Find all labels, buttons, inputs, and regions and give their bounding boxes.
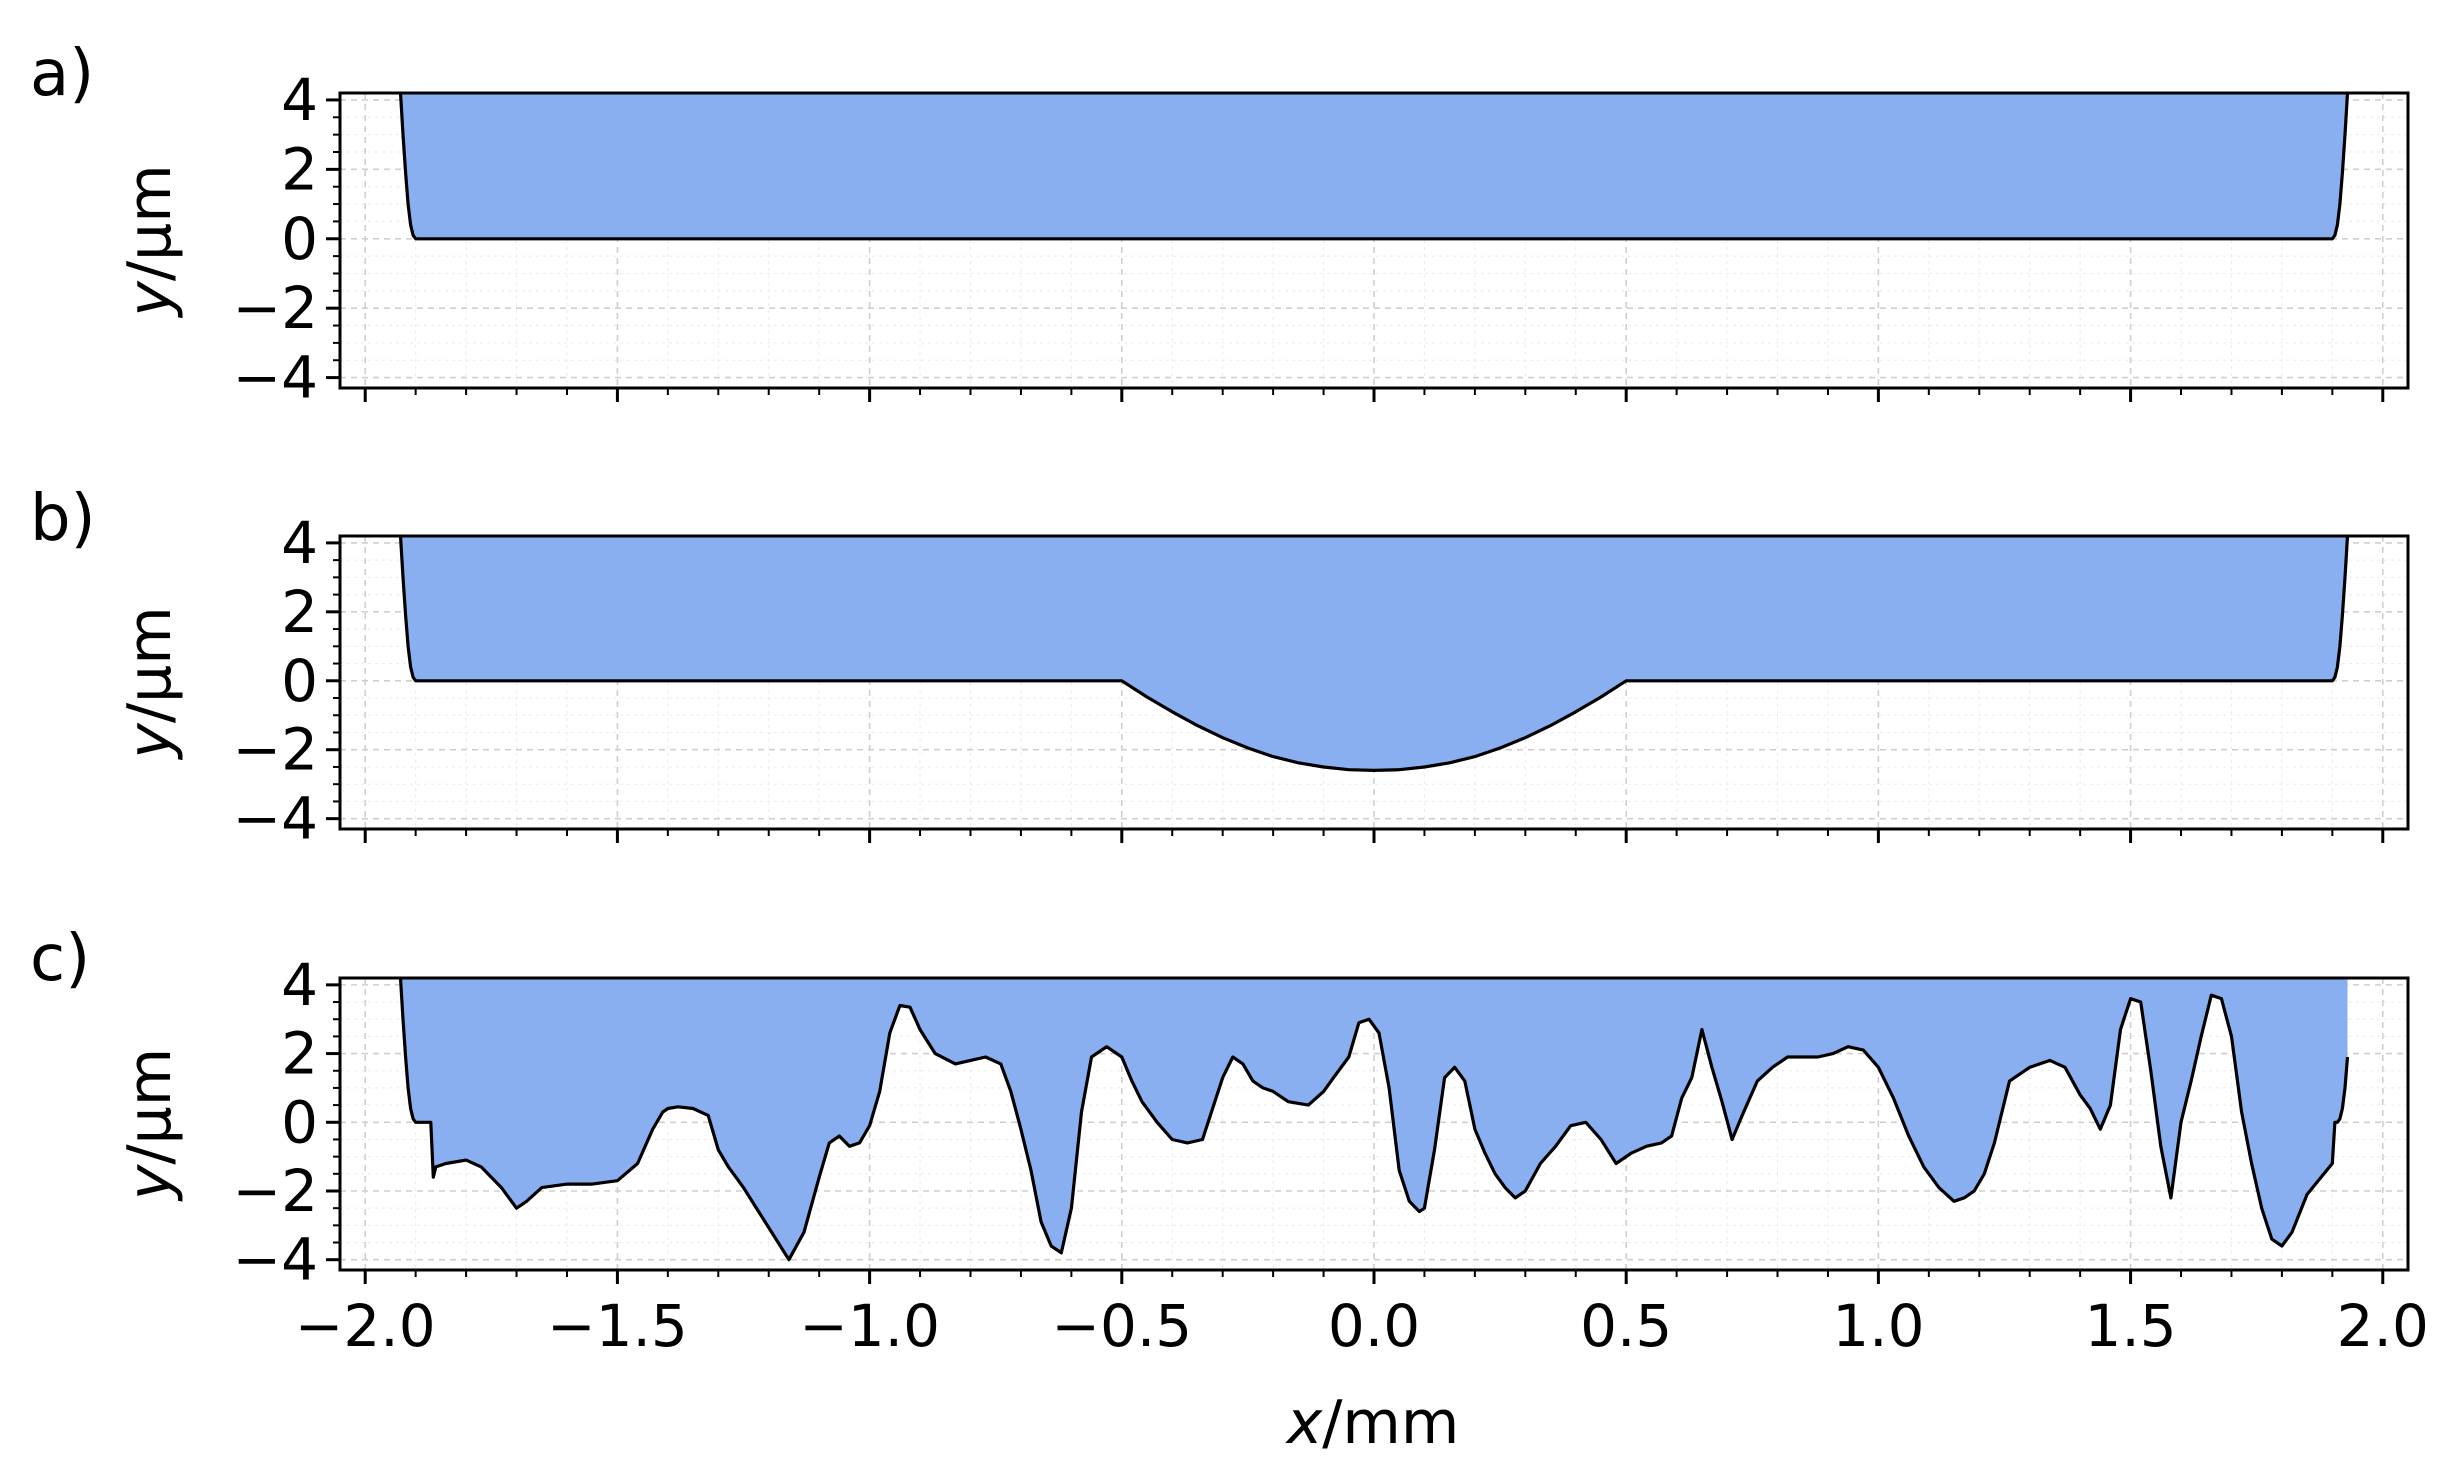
- x-tick-label: −2.0: [295, 1292, 436, 1360]
- x-tick-label: 2.0: [2337, 1292, 2429, 1360]
- panel-a: 420−2−4 y/µm a): [30, 37, 2410, 412]
- panel-label: c): [30, 922, 90, 996]
- x-tick-label: 0.0: [1328, 1292, 1420, 1360]
- x-tick-label: 1.5: [2084, 1292, 2176, 1360]
- x-tick-label: −1.0: [799, 1292, 940, 1360]
- y-tick-label: −4: [233, 785, 319, 853]
- x-tick-label: 1.0: [1832, 1292, 1924, 1360]
- y-tick-label: 4: [281, 951, 318, 1019]
- filled-area: [400, 536, 2348, 771]
- y-tick-label: −4: [233, 344, 319, 412]
- y-tick-label: 2: [281, 578, 318, 646]
- y-axis-title: y/µm: [115, 164, 185, 318]
- y-axis-title: y/µm: [115, 1048, 185, 1202]
- x-tick-label: −0.5: [1051, 1292, 1192, 1360]
- y-axis-title-unit: /µm: [115, 1048, 185, 1165]
- y-tick-label: −2: [233, 716, 319, 784]
- x-axis-title-unit: /mm: [1322, 1388, 1459, 1458]
- y-tick-label: 4: [281, 66, 318, 134]
- x-tick-label: −1.5: [547, 1292, 688, 1360]
- y-tick-label: 4: [281, 509, 318, 577]
- profile-line: [398, 92, 2350, 241]
- y-axis-title-symbol: y: [115, 1163, 185, 1202]
- y-axis-title-symbol: y: [115, 280, 185, 319]
- panel-c: 420−2−4−2.0 −1.5 −1.0 −0.5 0.0 0.5 1.0 1.5 2.0 y/…: [30, 922, 2429, 1360]
- panel-b: 420−2−4 y/µm b): [30, 482, 2410, 853]
- y-tick-label: 0: [281, 1088, 318, 1156]
- y-tick-label: −2: [233, 1157, 319, 1225]
- y-tick-label: 0: [281, 647, 318, 715]
- y-tick-label: 0: [281, 205, 318, 273]
- y-tick-label: 2: [281, 1020, 318, 1088]
- y-axis-title-unit: /µm: [115, 164, 185, 281]
- x-tick-label: 0.5: [1580, 1292, 1672, 1360]
- y-tick-label: −2: [233, 274, 319, 342]
- y-tick-label: −4: [233, 1226, 319, 1294]
- profile-line: [398, 977, 2350, 1262]
- y-axis-title-symbol: y: [115, 722, 185, 761]
- x-axis-title: x/mm: [1285, 1388, 1460, 1458]
- y-axis-title: y/µm: [115, 606, 185, 760]
- panel-label: b): [30, 482, 96, 556]
- y-tick-label: 2: [281, 135, 318, 203]
- x-axis-title-symbol: x: [1285, 1388, 1323, 1458]
- profile-line: [398, 535, 2350, 772]
- filled-area: [400, 93, 2348, 239]
- y-axis-title-unit: /µm: [115, 606, 185, 723]
- panel-label: a): [30, 37, 94, 111]
